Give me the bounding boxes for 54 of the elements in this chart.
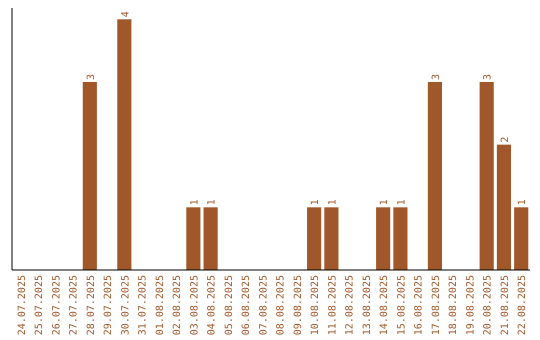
bar <box>82 82 97 270</box>
x-tick-label: 31.07.2025 <box>138 275 149 336</box>
bar <box>204 207 218 270</box>
bar <box>376 207 390 270</box>
x-tick-label: 22.08.2025 <box>517 275 528 336</box>
data-label: 1 <box>327 199 338 206</box>
x-tick-label: 02.08.2025 <box>172 275 184 336</box>
bar <box>428 82 442 270</box>
x-tick-label: 25.07.2025 <box>34 275 46 336</box>
data-label: 3 <box>86 74 97 80</box>
bar <box>496 144 512 270</box>
x-tick-label: 24.07.2025 <box>16 275 28 336</box>
data-label: 4 <box>120 11 132 18</box>
x-tick-label: 01.08.2025 <box>154 275 166 336</box>
data-label: 1 <box>517 199 528 206</box>
x-tick-label: 03.08.2025 <box>189 275 200 336</box>
data-label: 1 <box>206 199 218 206</box>
data-label: 1 <box>189 199 200 206</box>
x-tick-label: 07.08.2025 <box>258 275 270 336</box>
data-label: 3 <box>430 74 442 80</box>
x-tick-label: 10.08.2025 <box>310 275 322 336</box>
x-tick-label: 28.07.2025 <box>86 275 97 336</box>
x-tick-label: 15.08.2025 <box>396 275 408 336</box>
bar <box>324 207 338 270</box>
x-tick-label: 09.08.2025 <box>292 275 304 336</box>
bar <box>117 19 132 270</box>
x-tick-label: 14.08.2025 <box>379 275 390 336</box>
data-label: 1 <box>310 199 322 206</box>
x-tick-label: 20.08.2025 <box>482 275 494 336</box>
bar <box>514 207 528 270</box>
x-tick-label: 11.08.2025 <box>327 275 338 336</box>
bar <box>307 207 322 270</box>
bar <box>186 207 200 270</box>
x-tick-label: 16.08.2025 <box>414 275 425 336</box>
data-label: 1 <box>396 199 408 206</box>
bar <box>393 207 408 270</box>
x-tick-label: 30.07.2025 <box>120 275 132 336</box>
x-tick-label: 05.08.2025 <box>224 275 235 336</box>
x-tick-label: 29.07.2025 <box>103 275 114 336</box>
x-tick-label: 17.08.2025 <box>430 275 442 336</box>
bar <box>480 82 494 270</box>
x-tick-label: 13.08.2025 <box>362 275 373 336</box>
x-tick-label: 06.08.2025 <box>241 275 252 336</box>
x-tick-label: 19.08.2025 <box>465 275 476 336</box>
x-tick-label: 21.08.2025 <box>500 275 511 336</box>
x-tick-label: 12.08.2025 <box>344 275 356 336</box>
x-tick-label: 27.07.2025 <box>68 275 80 336</box>
x-tick-label: 18.08.2025 <box>448 275 460 336</box>
data-label: 1 <box>379 199 390 206</box>
data-label: 2 <box>500 136 511 143</box>
data-label: 3 <box>482 74 494 80</box>
x-tick-label: 08.08.2025 <box>276 275 287 336</box>
x-tick-label: 26.07.2025 <box>51 275 62 336</box>
x-tick-label: 04.08.2025 <box>206 275 218 336</box>
